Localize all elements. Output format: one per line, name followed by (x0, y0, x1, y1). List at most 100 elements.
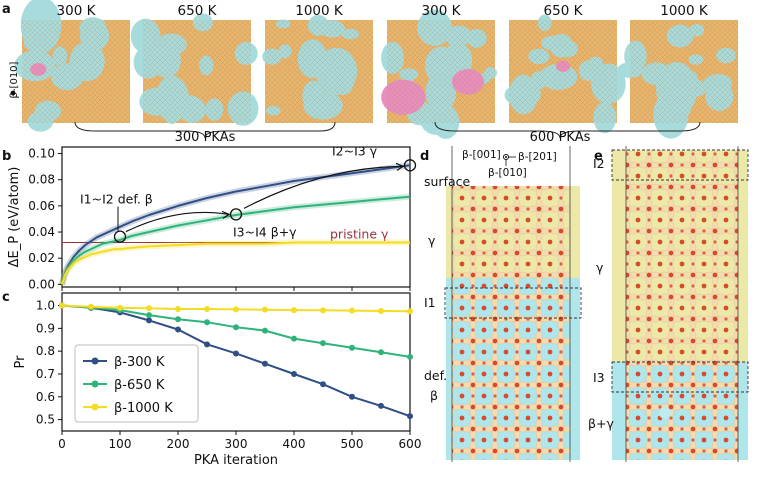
temp-label-2: 650 K (178, 3, 218, 19)
series-line-1 (61, 164, 411, 285)
group-label-600: 600 PKAs (530, 130, 591, 145)
data-point (262, 327, 268, 334)
data-point (378, 308, 384, 315)
y-tick-label: 1.0 (36, 299, 55, 313)
x-tick-label: 400 (283, 437, 306, 451)
atom-lattice-e (626, 150, 738, 460)
annotation-label-2: I3~I4 β+γ (233, 224, 297, 239)
data-point (291, 307, 297, 314)
snapshot-texture (630, 20, 738, 123)
i2-box (611, 149, 749, 181)
y-tick-label: 0.8 (36, 344, 55, 358)
state-marker-3 (403, 159, 417, 172)
gamma-label-d: γ (428, 233, 436, 248)
legend-entry-3: β-1000 K (114, 401, 173, 416)
data-point (204, 341, 210, 348)
y-tick-label: 0.02 (28, 251, 55, 265)
state-marker-1 (113, 230, 127, 243)
x-axis-label: PKA iteration (194, 453, 278, 468)
data-point (88, 303, 94, 310)
snapshot-texture (509, 20, 617, 123)
axis-label-001: β-[001] (462, 149, 501, 161)
series-line-2 (61, 195, 411, 285)
vacancy-cluster (659, 407, 671, 419)
data-point (146, 305, 152, 312)
group-label-300: 300 PKAs (175, 130, 236, 145)
i1-label: I1 (424, 295, 436, 310)
data-point (117, 304, 123, 311)
y-tick-label: 0.06 (28, 199, 55, 213)
snapshot-4 (381, 9, 498, 139)
data-point (262, 360, 268, 367)
data-point (233, 306, 239, 313)
data-point (407, 413, 413, 420)
snapshot-texture (143, 20, 251, 123)
brace-600 (434, 121, 701, 139)
data-point (146, 312, 152, 319)
data-point (378, 402, 384, 409)
arrow-head-2 (395, 162, 405, 171)
data-point (175, 326, 181, 333)
legend-entry-2: β-650 K (114, 378, 165, 393)
panel-letter-e: e (594, 149, 603, 164)
y-tick-label: 0.10 (28, 147, 55, 161)
annotation-label-3: I2~I3 γ (332, 143, 378, 158)
data-point (291, 335, 297, 342)
data-point (378, 349, 384, 356)
data-point (59, 302, 65, 309)
data-point (407, 353, 413, 360)
temp-label-6: 1000 K (660, 3, 709, 19)
data-point (262, 306, 268, 313)
chart-c: 0.5 0.6 0.7 0.8 0.9 1.0 0 100 200 300 400 500 600 PKA… (13, 292, 422, 468)
y-tick-label: 0.9 (36, 321, 55, 335)
temp-label-3: 1000 K (295, 3, 344, 19)
y-tick-label: 0.04 (28, 225, 55, 239)
snapshot-row: 300 K 650 K 1000 K 300 K 650 K 1000 K (14, 0, 738, 139)
panel-letter-d: d (420, 149, 429, 164)
snapshot-texture (265, 20, 373, 123)
legend-swatch-marker (91, 403, 99, 411)
brace-300 (74, 121, 336, 139)
snapshot-1 (14, 0, 130, 132)
y-tick-label: 0.6 (36, 390, 55, 404)
data-point (146, 317, 152, 324)
gamma-label-e: γ (596, 260, 604, 275)
temp-label-1: 300 K (57, 3, 97, 19)
legend-swatch-marker (91, 380, 99, 388)
y-axis-label: ΔE_P (eV/atom) (7, 167, 22, 268)
data-point (291, 370, 297, 377)
panel-d: β-[001] β-[201] β-[010] surface γ I1 def… (424, 146, 582, 462)
transition-arrow-1 (125, 211, 230, 233)
i2-label: I2 (593, 156, 605, 171)
arrow-head-1 (221, 210, 231, 219)
data-point (233, 324, 239, 331)
orientation-label: β-[010] (9, 61, 20, 98)
state-marker-2 (229, 208, 243, 221)
surface-label: surface (424, 174, 471, 189)
snapshot-texture (22, 20, 130, 123)
axis-label-201: β-[201] (518, 151, 557, 163)
panel-letter-c: c (2, 290, 10, 305)
data-point (204, 305, 210, 312)
x-tick-label: 100 (109, 437, 132, 451)
y-tick-label: 0.08 (28, 173, 55, 187)
legend-box (74, 344, 199, 423)
x-tick-label: 500 (341, 437, 364, 451)
snapshot-3 (262, 14, 373, 123)
data-point (320, 340, 326, 347)
def-label: def. (424, 368, 447, 383)
axis-label-010: β-[010] (488, 167, 527, 179)
y-tick-label: 0.5 (36, 413, 55, 427)
i1-box (444, 287, 582, 319)
i3-label: I3 (593, 370, 605, 385)
data-point (233, 350, 239, 357)
pristine-label: pristine γ (330, 227, 389, 242)
beta-gamma-label: β+γ (588, 416, 614, 431)
temp-label-5: 650 K (544, 3, 584, 19)
y-tick-label: 0.7 (36, 367, 55, 381)
x-tick-label: 600 (399, 437, 422, 451)
y-tick-label: 0.00 (28, 277, 55, 291)
data-point (349, 393, 355, 400)
legend-swatch-marker (91, 357, 99, 365)
panel-e: I2 γ I3 β+γ (588, 146, 749, 462)
